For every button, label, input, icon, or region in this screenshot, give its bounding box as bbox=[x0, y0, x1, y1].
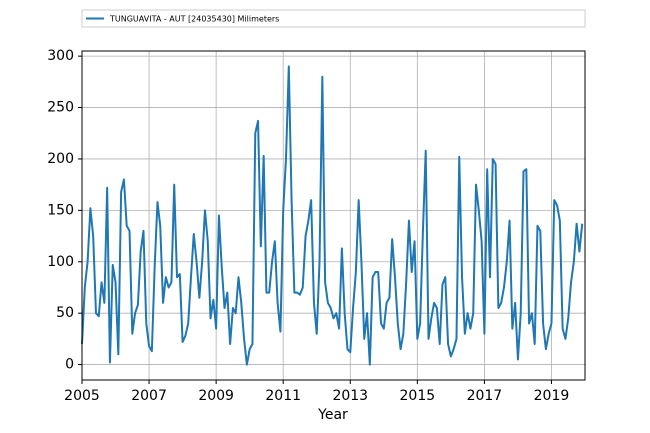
x-tick-label: 2011 bbox=[265, 388, 301, 404]
y-tick-label: 50 bbox=[56, 305, 74, 321]
y-tick-label: 0 bbox=[65, 357, 74, 373]
x-axis-label: Year bbox=[317, 407, 348, 423]
legend-box bbox=[81, 9, 586, 28]
y-tick-label: 250 bbox=[47, 100, 74, 116]
y-tick-label: 150 bbox=[47, 202, 74, 218]
legend-label: TUNGUAVITA - AUT [24035430] Milimeters bbox=[109, 15, 279, 24]
x-tick-label: 2013 bbox=[332, 388, 368, 404]
x-tick-label: 2005 bbox=[64, 388, 100, 404]
y-tick-label: 100 bbox=[47, 254, 74, 270]
x-tick-label: 2009 bbox=[198, 388, 234, 404]
plot-frame bbox=[81, 50, 586, 381]
x-tick-label: 2019 bbox=[534, 388, 570, 404]
x-tick-label: 2015 bbox=[400, 388, 436, 404]
x-tick-label: 2007 bbox=[131, 388, 167, 404]
y-tick-label: 300 bbox=[47, 48, 74, 64]
data-line bbox=[81, 65, 584, 366]
x-tick-label: 2017 bbox=[467, 388, 503, 404]
y-tick-label: 200 bbox=[47, 151, 74, 167]
